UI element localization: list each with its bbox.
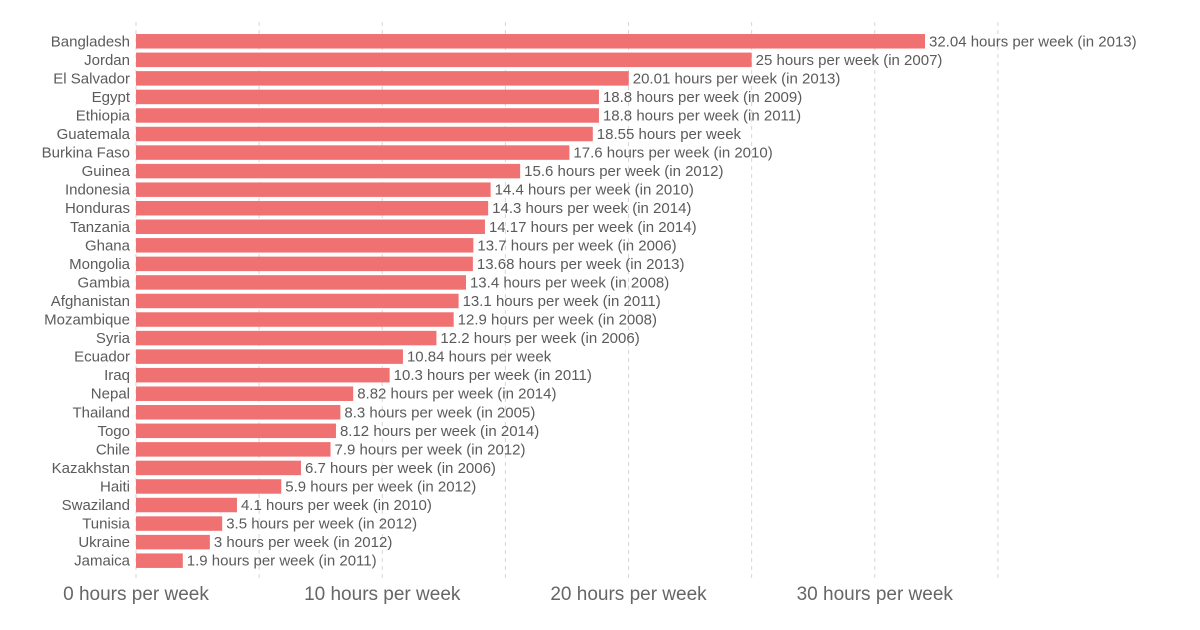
value-label: 25 hours per week (in 2007) — [756, 52, 943, 69]
bar — [136, 238, 474, 253]
value-label: 32.04 hours per week (in 2013) — [929, 33, 1137, 50]
category-label: Ethiopia — [76, 107, 131, 124]
category-label: Ecuador — [74, 349, 130, 366]
value-label: 8.3 hours per week (in 2005) — [344, 404, 535, 421]
bar — [136, 479, 282, 494]
category-label: Burkina Faso — [42, 145, 130, 162]
value-label: 3 hours per week (in 2012) — [214, 534, 392, 551]
bar — [136, 349, 403, 364]
bars-group — [136, 34, 925, 568]
category-label: Jamaica — [74, 553, 131, 570]
value-label: 18.55 hours per week — [597, 126, 742, 143]
category-label: Chile — [96, 441, 130, 458]
bar — [136, 497, 237, 513]
category-label: Thailand — [72, 404, 130, 421]
bar — [136, 553, 183, 568]
category-label: Kazakhstan — [52, 460, 130, 477]
bar — [136, 330, 437, 346]
value-label: 18.8 hours per week (in 2011) — [603, 107, 801, 124]
bar — [136, 534, 210, 550]
bar — [136, 200, 489, 216]
x-axis-ticks: 0 hours per week 10 hours per week 20 hour… — [63, 584, 953, 605]
bar — [136, 182, 491, 197]
value-label: 10.84 hours per week — [407, 349, 552, 366]
category-label: Indonesia — [65, 182, 131, 199]
value-label: 12.9 hours per week (in 2008) — [458, 312, 657, 329]
bar — [136, 293, 459, 309]
bar — [136, 219, 485, 235]
x-tick-label: 30 hours per week — [797, 584, 954, 605]
category-label: Haiti — [100, 478, 130, 495]
bar — [136, 367, 390, 383]
bar — [136, 460, 301, 476]
value-label: 4.1 hours per week (in 2010) — [241, 497, 432, 514]
value-label: 14.17 hours per week (in 2014) — [489, 219, 697, 236]
value-label: 1.9 hours per week (in 2011) — [187, 553, 377, 570]
bar — [136, 312, 454, 327]
value-label: 6.7 hours per week (in 2006) — [305, 460, 496, 477]
value-label: 20.01 hours per week (in 2013) — [633, 70, 841, 87]
value-label: 14.4 hours per week (in 2010) — [495, 182, 694, 199]
value-label: 3.5 hours per week (in 2012) — [226, 516, 417, 533]
category-label: Swaziland — [62, 497, 130, 514]
bar — [136, 275, 466, 290]
bar — [136, 405, 341, 420]
value-label: 13.7 hours per week (in 2006) — [477, 237, 676, 254]
x-tick-label: 0 hours per week — [63, 584, 209, 605]
category-label: Nepal — [91, 386, 130, 403]
bar — [136, 256, 473, 272]
category-label: Honduras — [65, 200, 130, 217]
category-label: Tanzania — [70, 219, 131, 236]
value-labels: 32.04 hours per week (in 2013) 25 hours p… — [187, 33, 1137, 569]
value-label: 13.4 hours per week (in 2008) — [470, 274, 669, 291]
category-label: Guinea — [82, 163, 131, 180]
category-label: Togo — [97, 423, 130, 440]
category-label: Guatemala — [57, 126, 131, 143]
category-label: Mozambique — [44, 312, 130, 329]
bar — [136, 126, 593, 142]
category-label: Mongolia — [69, 256, 131, 273]
category-label: El Salvador — [53, 70, 130, 87]
value-label: 18.8 hours per week (in 2009) — [603, 89, 802, 106]
category-label: Ukraine — [78, 534, 130, 551]
value-label: 12.2 hours per week (in 2006) — [440, 330, 639, 347]
category-label: Gambia — [77, 274, 130, 291]
value-label: 8.82 hours per week (in 2014) — [357, 386, 556, 403]
value-label: 5.9 hours per week (in 2012) — [285, 478, 476, 495]
category-label: Bangladesh — [51, 33, 130, 50]
value-label: 7.9 hours per week (in 2012) — [335, 441, 526, 458]
category-label: Tunisia — [82, 516, 130, 533]
value-label: 13.1 hours per week (in 2011) — [463, 293, 661, 310]
bar — [136, 89, 599, 105]
bar — [136, 108, 599, 123]
bar — [136, 34, 925, 49]
bar — [136, 516, 223, 531]
category-label: Egypt — [92, 89, 131, 106]
x-tick-label: 20 hours per week — [550, 584, 707, 605]
value-label: 8.12 hours per week (in 2014) — [340, 423, 539, 440]
value-label: 14.3 hours per week (in 2014) — [492, 200, 691, 217]
value-label: 10.3 hours per week (in 2011) — [394, 367, 592, 384]
value-label: 15.6 hours per week (in 2012) — [524, 163, 723, 180]
bar — [136, 145, 570, 160]
category-label: Ghana — [85, 237, 131, 254]
category-label: Jordan — [84, 52, 130, 69]
bar — [136, 442, 331, 457]
value-label: 13.68 hours per week (in 2013) — [477, 256, 685, 273]
bar — [136, 386, 354, 401]
category-label: Iraq — [104, 367, 130, 384]
bar — [136, 52, 752, 68]
value-label: 17.6 hours per week (in 2010) — [573, 145, 772, 162]
x-tick-label: 10 hours per week — [304, 584, 461, 605]
bar — [136, 163, 521, 179]
category-label: Syria — [96, 330, 131, 347]
bar — [136, 71, 629, 86]
bar — [136, 423, 336, 439]
category-label: Afghanistan — [51, 293, 130, 310]
